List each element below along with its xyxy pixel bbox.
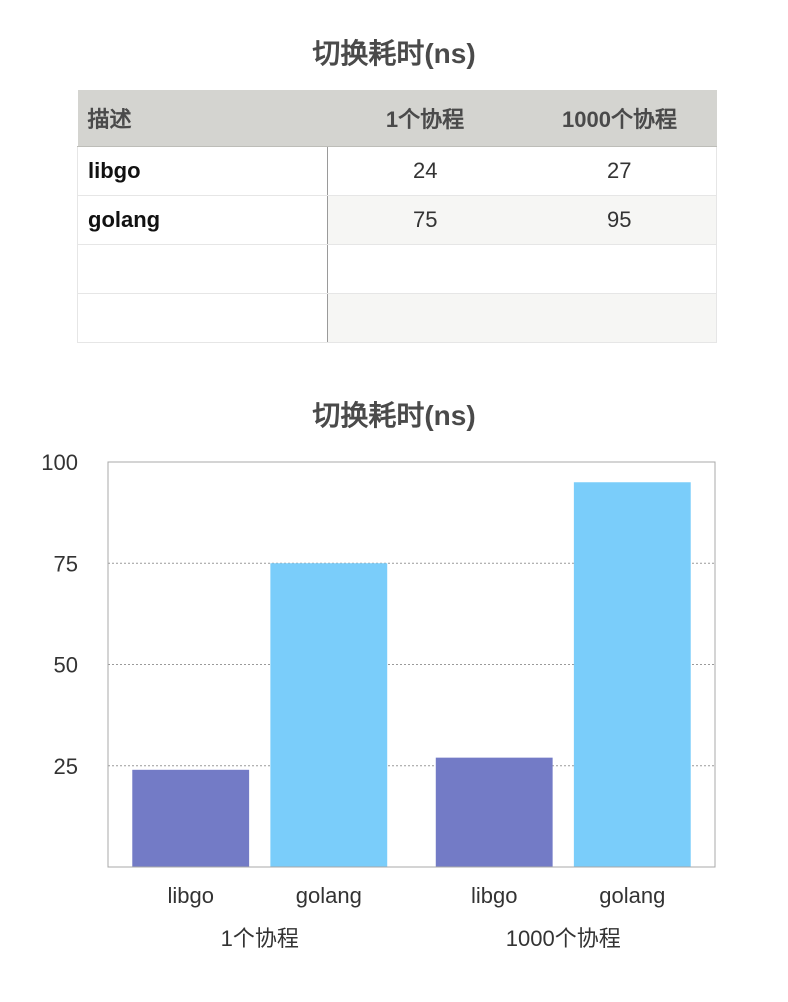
series-label: libgo (167, 883, 213, 908)
table-header-row: 描述 1个协程 1000个协程 (77, 90, 717, 147)
row-value (522, 293, 717, 343)
bar-golang (270, 563, 388, 867)
row-value: 27 (522, 146, 717, 196)
bar-libgo (435, 757, 553, 867)
row-value: 24 (327, 146, 523, 196)
series-label: libgo (471, 883, 517, 908)
row-label: libgo (77, 146, 328, 196)
table-title: 切换耗时(ns) (312, 38, 476, 69)
table-row: libgo 24 27 (77, 146, 717, 196)
y-tick-label: 75 (54, 551, 78, 576)
table-row (77, 244, 717, 294)
series-label: golang (599, 883, 665, 908)
header-desc: 描述 (77, 90, 328, 147)
y-tick-label: 100 (41, 450, 78, 475)
series-label: golang (296, 883, 362, 908)
row-value: 95 (522, 195, 717, 245)
table-row (77, 293, 717, 343)
row-value (327, 293, 523, 343)
row-label (77, 244, 328, 294)
row-value (522, 244, 717, 294)
row-value (327, 244, 523, 294)
header-1-coroutine: 1个协程 (327, 90, 523, 147)
row-label: golang (77, 195, 328, 245)
category-label: 1000个协程 (506, 926, 621, 951)
bar-golang (573, 482, 691, 867)
chart-title: 切换耗时(ns) (312, 400, 476, 431)
row-value: 75 (327, 195, 523, 245)
header-1000-coroutines: 1000个协程 (522, 90, 717, 147)
row-label (77, 293, 328, 343)
bar-libgo (132, 769, 250, 867)
data-table: 描述 1个协程 1000个协程 libgo 24 27 golang 75 95 (77, 90, 717, 343)
y-tick-label: 50 (54, 653, 78, 678)
y-tick-label: 25 (54, 754, 78, 779)
bar-chart: 25 50 75 100 libgo golang 1个协程 libgo golang 1000个… (41, 450, 716, 951)
category-label: 1个协程 (221, 926, 299, 951)
table-row: golang 75 95 (77, 195, 717, 245)
plot-frame (107, 461, 716, 868)
